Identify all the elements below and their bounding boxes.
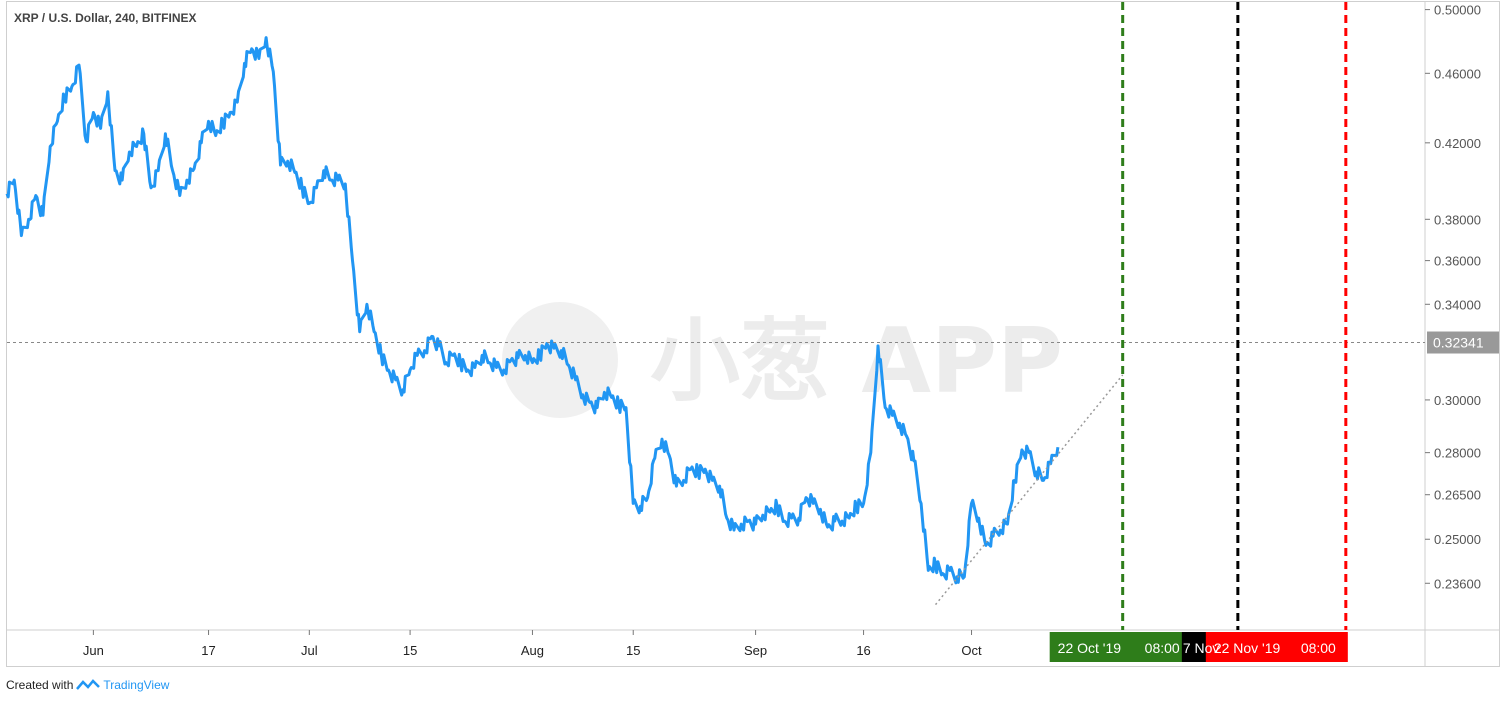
created-with-text: Created with <box>6 678 74 692</box>
y-tick-label: 0.25000 <box>1434 532 1481 547</box>
x-tick-label: 17 <box>201 643 215 658</box>
date-tag-red <box>1205 632 1348 662</box>
y-tick-label: 0.23600 <box>1434 576 1481 591</box>
date-tag-label-black: 7 Nov <box>1183 640 1220 656</box>
date-tag-green <box>1049 632 1192 662</box>
y-tick-label: 0.34000 <box>1434 297 1481 312</box>
footer-credit[interactable]: Created with TradingView <box>6 678 169 692</box>
y-tick-label: 0.46000 <box>1434 66 1481 81</box>
y-tick-label: 0.26500 <box>1434 488 1481 503</box>
x-tick-label: Jun <box>83 643 104 658</box>
x-tick-label: 15 <box>403 643 417 658</box>
trend-line[interactable] <box>934 374 1124 606</box>
x-tick-label: 16 <box>856 643 870 658</box>
tradingview-logo-icon <box>76 679 101 690</box>
watermark-text: 小葱 APP <box>650 309 1063 414</box>
y-tick-label: 0.42000 <box>1434 136 1481 151</box>
x-tick-label: 15 <box>626 643 640 658</box>
x-tick-label: Oct <box>961 643 982 658</box>
x-tick-label: Sep <box>744 643 767 658</box>
chart-title: XRP / U.S. Dollar, 240, BITFINEX <box>14 11 197 25</box>
y-tick-label: 0.28000 <box>1434 446 1481 461</box>
y-tick-label: 0.50000 <box>1434 3 1481 18</box>
y-tick-label: 0.38000 <box>1434 212 1481 227</box>
current-price-label: 0.32341 <box>1433 335 1484 351</box>
y-tick-label: 0.36000 <box>1434 254 1481 269</box>
tradingview-link[interactable]: TradingView <box>103 678 170 692</box>
date-tag-time-red: 08:00 <box>1301 640 1336 656</box>
date-tag-label-green: 22 Oct '19 <box>1058 640 1122 656</box>
x-tick-label: Jul <box>301 643 318 658</box>
price-line-series[interactable] <box>5 36 1060 585</box>
watermark-logo-icon <box>502 302 618 418</box>
chart-frame <box>6 1 1500 667</box>
date-tag-label-red: 22 Nov '19 <box>1214 640 1281 656</box>
x-tick-label: Aug <box>521 643 544 658</box>
date-tag-time-green: 08:00 <box>1145 640 1180 656</box>
y-tick-label: 0.30000 <box>1434 393 1481 408</box>
current-price-tag <box>1427 331 1499 354</box>
